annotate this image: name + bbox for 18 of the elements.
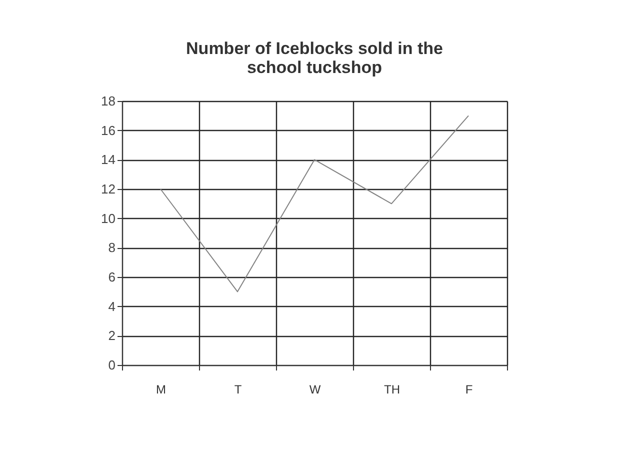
y-tick-label: 10 [101,210,116,226]
text: school tuckshop [246,58,382,77]
x-tick-label: T [234,382,242,396]
x-tick-label: TH [384,382,400,396]
y-tick-label: 14 [101,152,116,168]
y-tick-label: 0 [108,358,116,372]
x-tick-label: W [309,382,322,396]
text: Number of Iceblocks sold in the [186,39,443,58]
x-tick-label: F [465,382,473,396]
line-series [160,115,469,292]
y-tick-label: 8 [108,240,116,256]
y-tick-label: 6 [108,270,116,284]
y-tick-label: 4 [108,298,116,314]
y-tick-label: 2 [108,328,116,344]
x-tick-label: M [156,382,166,396]
y-tick-label: 12 [101,182,116,196]
y-tick-label: 18 [101,94,116,108]
y-tick-label: 16 [101,122,116,138]
